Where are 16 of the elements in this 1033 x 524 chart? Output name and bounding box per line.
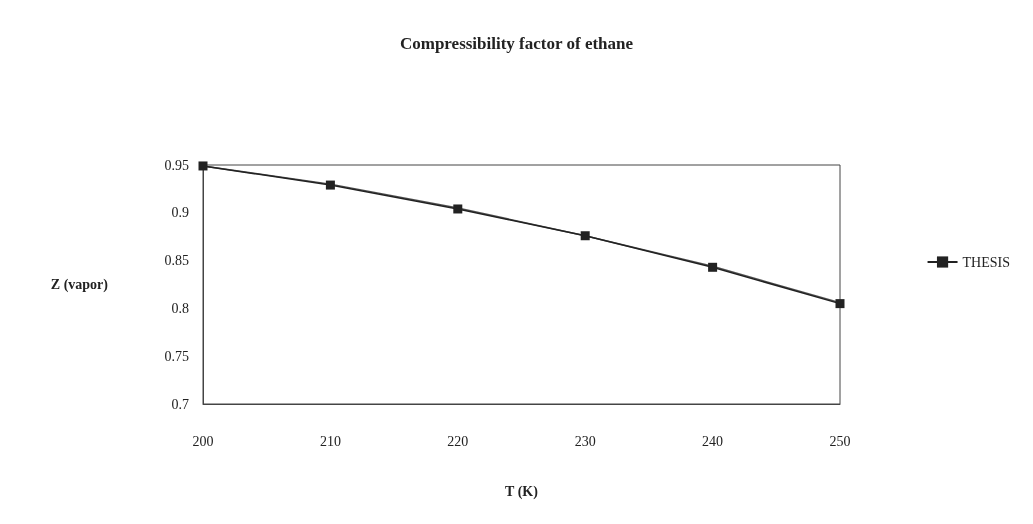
x-axis-title: T (K) — [505, 483, 539, 500]
x-tick-label: 240 — [702, 433, 724, 449]
y-tick-label: 0.95 — [164, 157, 189, 173]
x-tick-label: 230 — [574, 433, 596, 449]
y-tick-label: 0.7 — [171, 396, 189, 412]
legend-label: THESIS — [962, 254, 1010, 270]
y-tick-label: 0.75 — [164, 348, 189, 364]
y-tick-label: 0.9 — [171, 205, 189, 221]
x-tick-label: 200 — [192, 433, 214, 449]
x-tick-label: 220 — [447, 433, 469, 449]
x-tick-label: 210 — [319, 433, 341, 449]
y-tick-label: 0.85 — [164, 253, 189, 269]
x-tick-label: 250 — [829, 433, 851, 449]
y-axis-title: Z (vapor) — [50, 277, 109, 293]
chart-title: Compressibility factor of ethane — [399, 34, 634, 53]
y-tick-label: 0.8 — [171, 300, 189, 316]
